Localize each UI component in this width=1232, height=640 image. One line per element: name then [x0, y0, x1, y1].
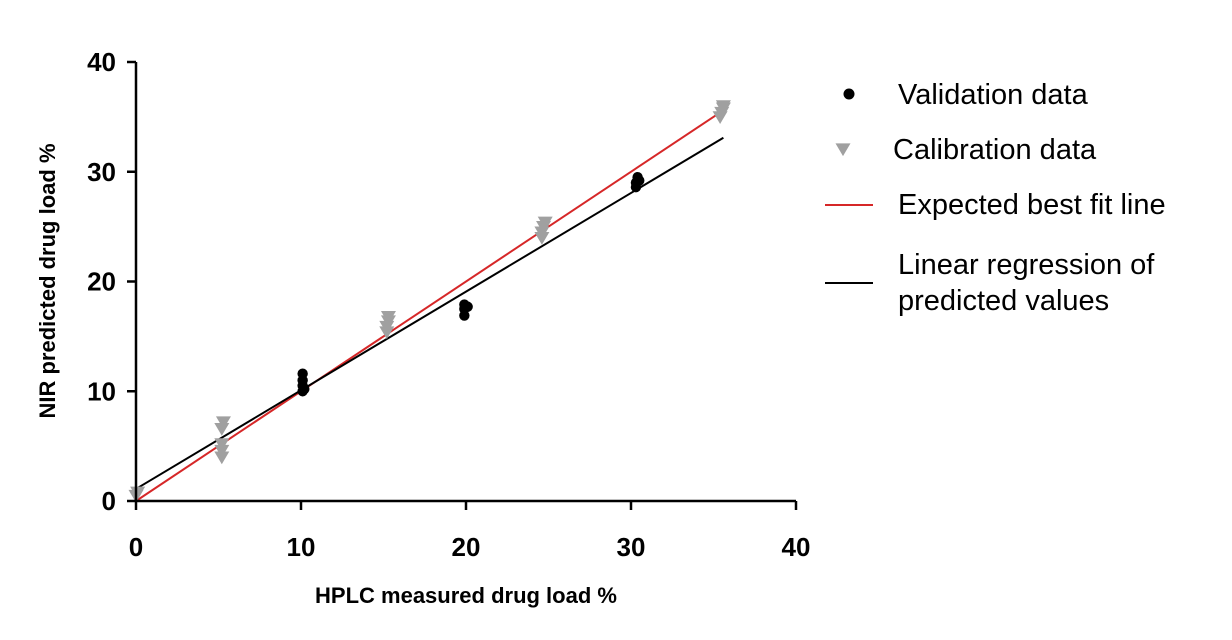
- data-point: [299, 383, 310, 395]
- data-point: [462, 301, 473, 312]
- legend-label: Linear regression of predicted values: [898, 249, 1155, 317]
- legend-label-line: predicted values: [898, 285, 1109, 317]
- x-tick-label: 40: [782, 532, 811, 562]
- x-tick-label: 0: [129, 532, 143, 562]
- x-axis-ticks: 0 10 20 30 40: [129, 501, 811, 562]
- y-tick-label: 0: [102, 486, 116, 516]
- data-point: [214, 451, 230, 465]
- data-point: [214, 422, 230, 436]
- y-axis-title: NIR predicted drug load %: [35, 143, 60, 418]
- data-point: [297, 368, 308, 379]
- x-tick-label: 30: [617, 532, 646, 562]
- legend-label: Validation data: [898, 79, 1089, 111]
- y-tick-label: 30: [87, 157, 116, 187]
- data-point: [537, 216, 553, 230]
- data-point: [715, 100, 731, 114]
- legend: Validation data Calibration data Expected …: [825, 79, 1166, 317]
- x-tick-label: 10: [287, 532, 316, 562]
- y-tick-label: 40: [87, 47, 116, 77]
- x-tick-label: 20: [452, 532, 481, 562]
- series-line: [135, 109, 724, 502]
- y-axis-ticks: 0 10 20 30 40: [87, 47, 136, 516]
- data-point: [634, 175, 645, 186]
- series-line: [135, 136, 724, 490]
- y-tick-label: 20: [87, 267, 116, 297]
- axes: 0 10 20 30 40 0 10 20 30 40: [87, 47, 810, 562]
- legend-marker-triangle: [835, 143, 851, 157]
- legend-label: Calibration data: [893, 134, 1097, 166]
- data-point: [214, 438, 230, 452]
- y-tick-label: 10: [87, 376, 116, 406]
- x-axis-title: HPLC measured drug load %: [315, 583, 617, 608]
- data-point: [214, 444, 230, 458]
- data-point: [380, 310, 396, 324]
- plot-marks: [128, 100, 731, 503]
- legend-label-line: Linear regression of: [898, 249, 1155, 281]
- data-point: [215, 416, 231, 430]
- data-point: [130, 486, 146, 500]
- legend-marker-circle: [843, 88, 855, 100]
- legend-label: Expected best fit line: [898, 189, 1166, 221]
